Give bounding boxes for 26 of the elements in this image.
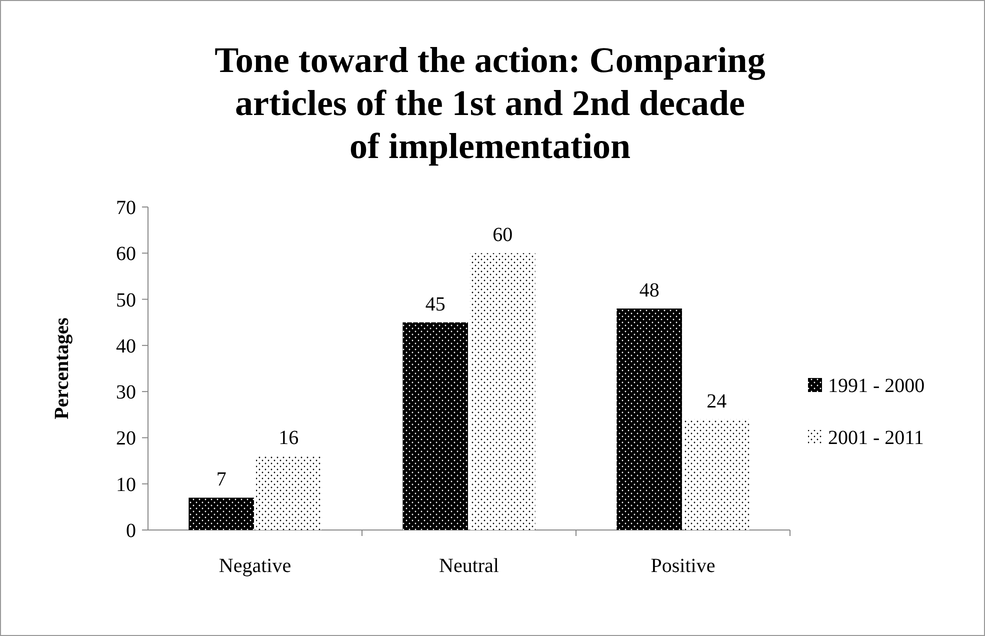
bar (188, 498, 254, 530)
x-tick-label: Positive (650, 555, 716, 577)
data-label: 24 (706, 390, 727, 412)
data-label: 60 (492, 224, 513, 246)
data-label: 7 (216, 468, 226, 491)
y-tick-label: 0 (126, 520, 136, 542)
bar (402, 322, 468, 530)
bar (470, 253, 536, 530)
legend-label: 1991 - 2000 (828, 375, 925, 397)
data-label: 45 (425, 293, 446, 316)
x-tick-label: Negative (218, 555, 292, 577)
y-axis-title: Percentages (51, 317, 73, 420)
y-tick-label: 60 (116, 243, 136, 266)
y-tick-label: 30 (116, 382, 136, 404)
y-tick-label: 70 (116, 197, 136, 219)
y-tick-label: 10 (116, 474, 136, 496)
bar (684, 419, 750, 530)
data-label: 48 (639, 280, 660, 302)
x-tick-label: Neutral (439, 555, 500, 577)
legend-label: 2001 - 2011 (828, 427, 924, 449)
y-tick-label: 40 (116, 335, 136, 358)
bar (616, 308, 682, 530)
y-tick-label: 20 (116, 428, 136, 450)
chart-title: Tone toward the action: Comparing articles of the 1st and 2nd decade of implementation (214, 40, 766, 166)
data-label: 16 (278, 427, 299, 450)
y-tick-label: 50 (116, 289, 136, 312)
